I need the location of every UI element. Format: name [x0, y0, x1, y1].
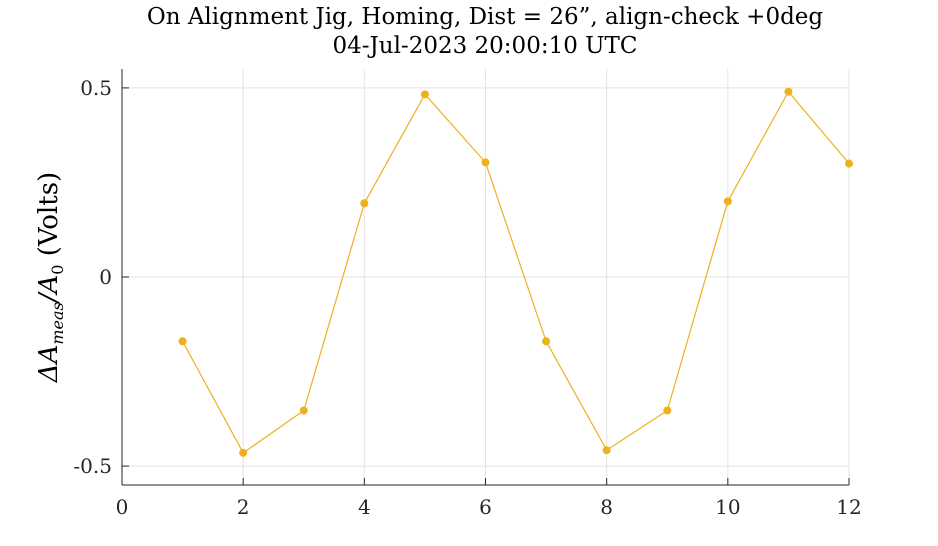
series-line: [182, 90, 850, 454]
y-tick-label-1: 0: [99, 265, 112, 289]
data-point-3: [299, 406, 308, 415]
data-point-5: [420, 90, 429, 99]
data-point-7: [542, 337, 551, 346]
x-tick-label-1: 2: [237, 495, 250, 519]
data-point-11: [784, 87, 793, 96]
data-point-4: [360, 199, 369, 208]
data-point-12: [845, 159, 853, 168]
y-axis-label: ΔAmeas/A0 (Volts): [34, 172, 67, 383]
y-tick-label-2: 0.5: [80, 76, 112, 100]
y-axis-label-slash: /A: [34, 275, 64, 306]
grid: [121, 69, 850, 485]
x-tick-label-6: 12: [836, 495, 861, 519]
x-tick-label-3: 6: [479, 495, 492, 519]
y-axis-label-unit: (Volts): [34, 172, 64, 265]
data-point-10: [723, 197, 732, 206]
data-point-2: [239, 448, 248, 457]
tick-labels: 0 2 4 6 8 10 12-0.500.5: [73, 76, 861, 519]
data-point-9: [663, 406, 672, 415]
y-axis-label-sub-zero: 0: [48, 265, 67, 275]
x-tick-label-5: 10: [715, 495, 740, 519]
data-point-6: [481, 158, 490, 167]
x-tick-label-4: 8: [600, 495, 613, 519]
y-tick-label-0: -0.5: [73, 454, 112, 478]
axes: [121, 69, 850, 486]
y-axis-label-delta: ΔA: [34, 345, 64, 384]
data-point-1: [178, 337, 187, 346]
chart-title-line-1: On Alignment Jig, Homing, Dist = 26”, al…: [147, 4, 824, 30]
data-point-8: [602, 446, 611, 455]
y-axis-label-sub-meas: meas: [48, 302, 67, 344]
series-line-group: [178, 87, 853, 457]
x-tick-label-0: 0: [116, 495, 129, 519]
x-tick-label-2: 4: [358, 495, 371, 519]
chart-title-line-2: 04-Jul-2023 20:00:10 UTC: [333, 33, 638, 59]
